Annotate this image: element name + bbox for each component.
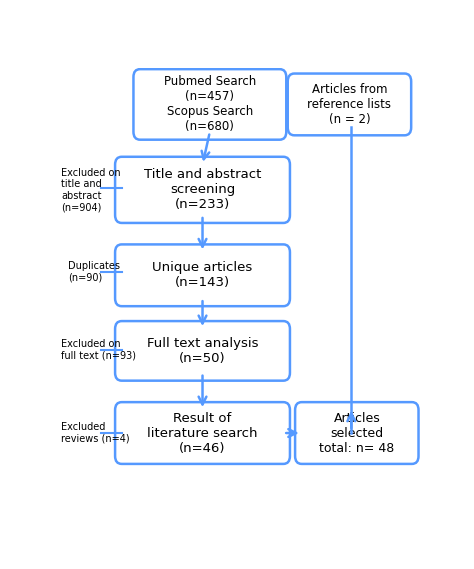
FancyBboxPatch shape [134,69,286,140]
FancyBboxPatch shape [115,321,290,381]
FancyBboxPatch shape [295,402,419,464]
Text: Excluded on
title and
abstract
(n=904): Excluded on title and abstract (n=904) [61,168,121,212]
Text: Title and abstract
screening
(n=233): Title and abstract screening (n=233) [144,168,261,211]
FancyBboxPatch shape [115,402,290,464]
Text: Unique articles
(n=143): Unique articles (n=143) [153,261,253,289]
Text: Articles
selected
total: n= 48: Articles selected total: n= 48 [319,411,394,455]
Text: Excluded
reviews (n=4): Excluded reviews (n=4) [61,422,130,444]
FancyBboxPatch shape [288,73,411,135]
Text: Pubmed Search
(n=457)
Scopus Search
(n=680): Pubmed Search (n=457) Scopus Search (n=6… [164,76,256,133]
FancyBboxPatch shape [115,245,290,306]
Text: Excluded on
full text (n=93): Excluded on full text (n=93) [61,339,136,360]
Text: Duplicates
(n=90): Duplicates (n=90) [68,261,120,283]
Text: Result of
literature search
(n=46): Result of literature search (n=46) [147,411,258,455]
Text: Full text analysis
(n=50): Full text analysis (n=50) [147,337,258,365]
FancyBboxPatch shape [115,157,290,223]
Text: Articles from
reference lists
(n = 2): Articles from reference lists (n = 2) [308,83,392,126]
